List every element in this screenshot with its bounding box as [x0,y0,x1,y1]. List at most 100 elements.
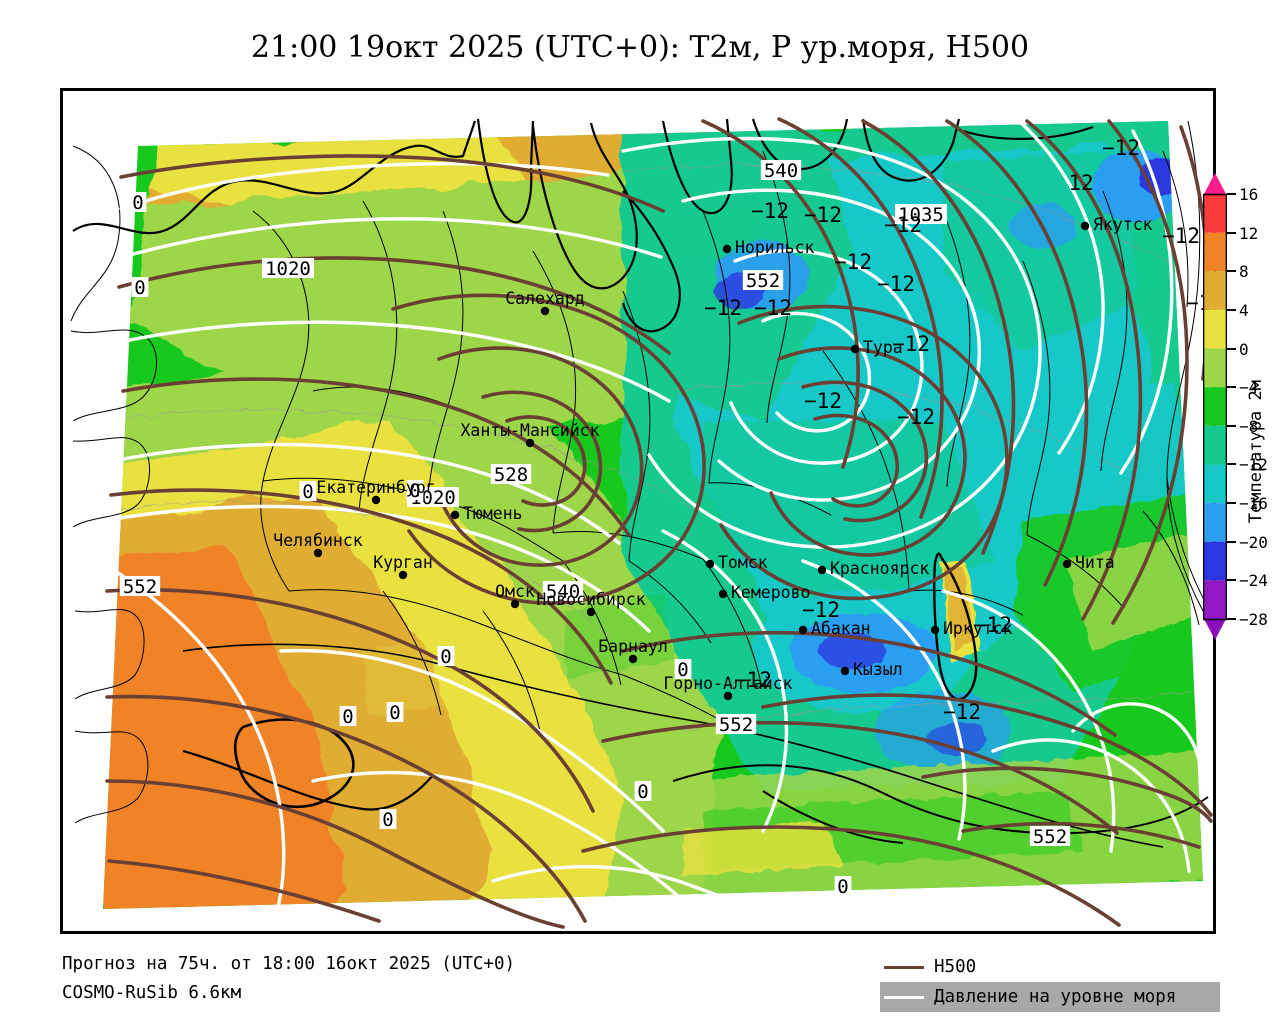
model-info-line: COSMO-RuSib 6.6км [62,983,242,1003]
svg-text:528: 528 [494,464,528,486]
colorbar-tick-mark [1227,231,1236,234]
city-label: Омск [495,582,535,601]
city-label: Екатеринбург [316,478,435,497]
contour-label: 0 [386,702,404,724]
colorbar-tick-mark [1227,540,1236,543]
colorbar [1203,172,1227,642]
colorbar-band [1203,309,1227,349]
city-marker: Кемерово [718,583,810,602]
city-marker: Томск [705,553,768,572]
h500-line-swatch [884,965,924,969]
temperature-label: −12 [802,598,840,622]
city-marker: Горно-Алтайск [663,674,793,701]
contour-label: 0 [129,192,147,214]
city-dot [722,244,732,254]
colorbar-tick-label: −8 [1239,416,1259,436]
city-label: Барнаул [598,637,668,656]
svg-text:0: 0 [637,781,648,803]
footer-text: Прогноз на 75ч. от 18:00 16окт 2025 (UTC… [62,950,515,1008]
city-label: Томск [718,553,768,572]
city-dot [930,625,940,635]
colorbar-bottom-arrow [1204,619,1226,640]
city-dot [586,607,596,617]
svg-text:1035: 1035 [898,204,944,226]
svg-text:0: 0 [837,876,848,898]
city-label: Кемерово [731,583,810,602]
city-label: Чита [1075,553,1115,572]
city-dot [1062,559,1072,569]
city-dot [705,559,715,569]
svg-text:0: 0 [440,646,451,668]
svg-text:540: 540 [546,581,580,603]
weather-map: 540 528 552 540 552 552 552 1020 1020 1035 0 0 0 0 0 0… [60,88,1216,934]
city-marker: Чита [1062,553,1115,572]
city-dot [840,666,850,676]
city-dot [723,691,733,701]
city-marker: Салехард [505,289,585,316]
city-dot [628,654,638,664]
temperature-label: −12 [1162,224,1200,248]
contour-label: 552 [742,270,784,292]
contour-label: 540 [760,160,802,182]
city-label: Тюмень [463,504,523,523]
svg-text:552: 552 [719,714,753,736]
contour-label: 552 [119,576,161,598]
city-label: Красноярск [830,559,929,578]
svg-text:1020: 1020 [265,258,311,280]
city-marker: Курган [373,553,433,580]
svg-text:0: 0 [382,809,393,831]
svg-text:0: 0 [342,706,353,728]
temperature-label: −12 [943,700,981,724]
city-label: Якутск [1093,215,1153,234]
colorbar-tick-mark [1227,347,1236,350]
page-title: 21:00 19окт 2025 (UTC+0): T2м, P ур.моря… [250,30,1030,65]
contour-label: 528 [490,464,532,486]
colorbar-band [1203,541,1227,581]
city-marker: Тюмень [450,504,523,523]
colorbar-tick-label: 4 [1239,300,1249,320]
city-marker: Норильск [722,238,815,257]
mslp-line-swatch [884,995,924,999]
colorbar-top-arrow [1204,173,1226,194]
contour-label: 0 [379,809,397,831]
colorbar-tick-label: −28 [1239,610,1268,629]
city-dot [798,625,808,635]
h500-contours [105,117,1213,929]
colorbar-tick-label: −16 [1239,494,1268,514]
city-marker: Красноярск [817,559,929,578]
city-label: Новосибирск [536,590,645,609]
city-marker: Ханты-Мансийск [460,421,600,448]
colorbar-tick-label: 12 [1239,223,1259,243]
colorbar-tick-label: −20 [1239,532,1268,552]
temperature-label: −12 [1102,136,1140,160]
temperature-label: −12 [804,203,842,227]
colorbar-tick-mark [1227,502,1236,505]
colorbar-band [1203,580,1227,619]
colorbar-band [1203,348,1227,388]
contour-label: 0 [406,480,424,502]
temperature-label: −12 [897,405,935,429]
temperature-labels: −1212−12−12−12−12−12−12−12−12−12−12−12−1… [704,136,1213,724]
forecast-info-line: Прогноз на 75ч. от 18:00 16окт 2025 (UTC… [62,954,516,974]
contour-label: 0 [131,277,149,299]
city-marker: Омск [495,582,535,609]
city-marker: Екатеринбург [316,478,436,505]
colorbar-tick-label: 8 [1239,262,1249,282]
h500-contour-labels: 540 528 552 540 552 552 552 [119,160,1071,848]
city-dot [817,565,827,575]
contour-label: 0 [834,876,852,898]
city-dot [540,306,550,316]
contour-label: 0 [634,781,652,803]
legend-label-mslp: Давление на уровне моря [934,987,1177,1007]
city-label: Иркутск [943,619,1013,638]
colorbar-tick-label: −24 [1239,571,1268,591]
city-dot [313,548,323,558]
colorbar-band [1203,232,1227,272]
colorbar-tick-mark [1227,579,1236,582]
svg-text:0: 0 [134,277,145,299]
city-dot [850,344,860,354]
svg-text:552: 552 [746,270,780,292]
contour-label: 1020 [261,258,315,280]
temperature-label: −12 [834,250,872,274]
temperature-label: −12 [804,389,842,413]
